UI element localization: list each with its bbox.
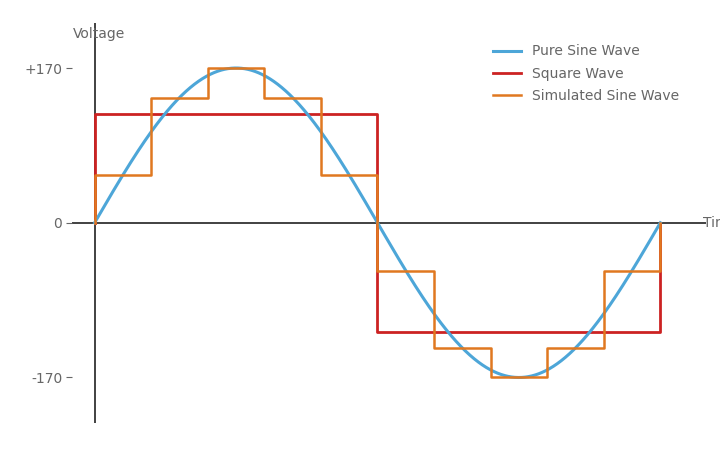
Legend: Pure Sine Wave, Square Wave, Simulated Sine Wave: Pure Sine Wave, Square Wave, Simulated S… <box>486 37 686 110</box>
Text: Voltage: Voltage <box>73 27 125 40</box>
Text: Time: Time <box>703 216 720 230</box>
